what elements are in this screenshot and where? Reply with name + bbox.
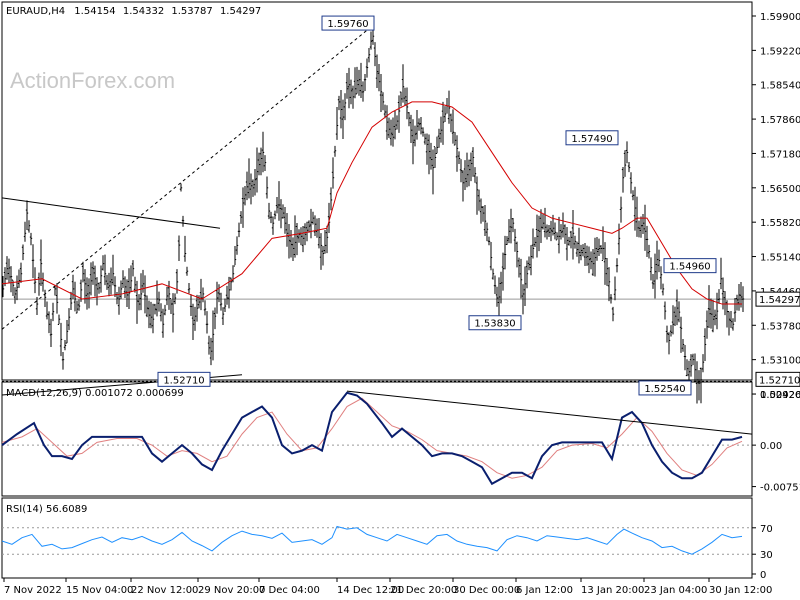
macd-tick-label: 0.00 [760, 441, 782, 452]
level-label-text: 1.52540 [644, 384, 685, 395]
price-tick-label: 1.56500 [760, 184, 800, 195]
trend-line [1, 197, 221, 229]
trend-line [1, 25, 373, 330]
price-tick-label: 1.59900 [760, 12, 800, 23]
macd-tick-label: -0.007517 [760, 483, 800, 494]
macd-line [1, 391, 743, 486]
level-label-box [157, 371, 211, 387]
price-tick-label: 1.57180 [760, 149, 800, 160]
price-tick-label: 1.53100 [760, 356, 800, 367]
rsi-tick-label: 0 [760, 570, 766, 581]
level-label-text: 1.53830 [474, 319, 515, 330]
level-label-box [638, 380, 692, 396]
x-tick-label: 30 Dec 00:00 [453, 585, 520, 596]
level-label-box [468, 315, 522, 331]
rsi-tick-label: 70 [760, 524, 773, 535]
macd-trend-line [346, 390, 753, 435]
chart-header: EURAUD,H4 1.54154 1.54332 1.53787 1.5429… [6, 6, 261, 17]
x-tick-label: 7 Dec 04:00 [259, 585, 320, 596]
x-tick-label: 6 Jan 12:00 [516, 585, 573, 596]
open-value: 1.54154 [74, 6, 115, 17]
level-label-box [663, 258, 717, 274]
level-label-text: 1.59760 [327, 19, 368, 30]
level-label-text: 1.52710 [163, 375, 204, 386]
level-label-text: 1.54960 [669, 262, 710, 273]
level-label: 1.57490 [565, 130, 619, 146]
x-tick-label: 30 Jan 12:00 [709, 585, 772, 596]
macd-signal-line [1, 397, 743, 479]
x-tick-label: 29 Nov 20:00 [198, 585, 265, 596]
macd-tick-label: 0.009263 [760, 390, 800, 401]
rsi-tick-label: 30 [760, 550, 773, 561]
high-value: 1.54332 [123, 6, 164, 17]
rsi-line [1, 525, 743, 555]
x-tick-label: 22 Nov 12:00 [131, 585, 198, 596]
moving-average-line [1, 101, 742, 305]
price-tick-label: 1.58540 [760, 81, 800, 92]
current-price-label: 1.54297 [759, 295, 800, 306]
macd-label: MACD(12,26,9) 0.001072 0.000699 [6, 388, 184, 399]
level-label: 1.53830 [468, 315, 522, 331]
level-label: 1.52540 [638, 380, 692, 396]
rsi-label: RSI(14) 56.6089 [6, 504, 87, 515]
price-tick-label: 1.52420 [760, 390, 800, 401]
support-level-label: 1.52710 [759, 375, 800, 386]
x-tick-label: 13 Jan 20:00 [581, 585, 644, 596]
support-level-box [755, 371, 800, 387]
price-tick-label: 1.57860 [760, 115, 800, 126]
level-label-text: 1.57490 [571, 134, 612, 145]
level-label-box [565, 130, 619, 146]
x-tick-label: 7 Nov 2022 [4, 585, 62, 596]
level-label: 1.52710 [157, 371, 211, 387]
level-label: 1.59760 [321, 15, 375, 31]
level-label-box [321, 15, 375, 31]
watermark: ActionForex.com [10, 68, 175, 93]
symbol-label: EURAUD,H4 [6, 6, 65, 17]
price-tick-label: 1.53780 [760, 321, 800, 332]
level-label: 1.54960 [663, 258, 717, 274]
x-tick-label: 21 Dec 20:00 [390, 585, 457, 596]
price-tick-label: 1.55140 [760, 253, 800, 264]
low-value: 1.53787 [171, 6, 212, 17]
current-price-box [755, 291, 800, 307]
x-tick-label: 14 Dec 12:00 [337, 585, 404, 596]
x-tick-label: 15 Nov 04:00 [66, 585, 133, 596]
price-tick-label: 1.59220 [760, 46, 800, 57]
x-tick-label: 23 Jan 04:00 [644, 585, 707, 596]
price-tick-label: 1.55820 [760, 218, 800, 229]
close-value: 1.54297 [220, 6, 261, 17]
